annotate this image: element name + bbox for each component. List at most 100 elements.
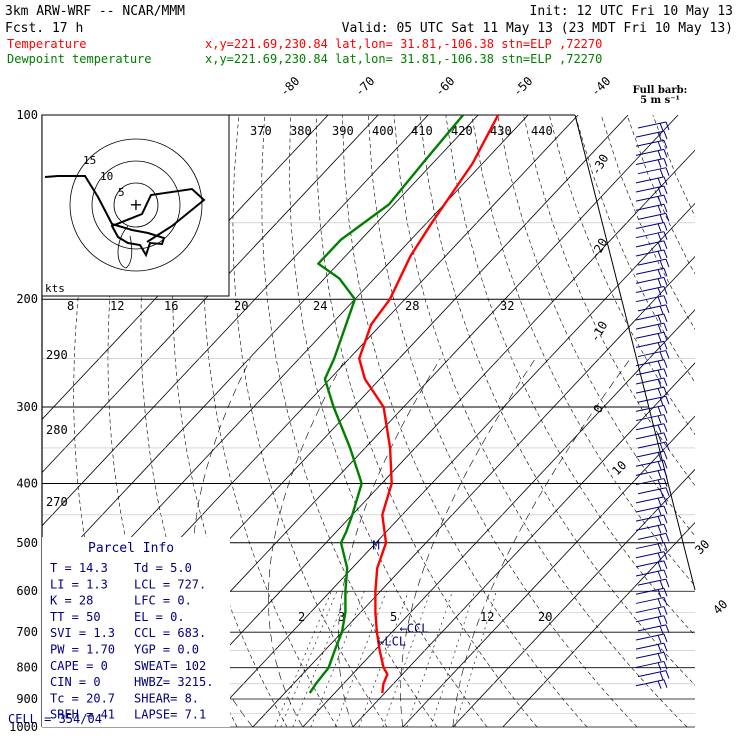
wind-barb [635, 514, 668, 525]
theta-label: 270 [46, 495, 68, 509]
hodograph-ring [113, 182, 159, 228]
full-barb-note: Full barb: [633, 85, 688, 96]
full-barb-units: 5 m s⁻¹ [640, 95, 680, 106]
wind-barb [635, 176, 668, 187]
plot-right-edge [574, 114, 696, 591]
pressure-tick-label: 800 [16, 661, 38, 675]
mixing-ratio-line [334, 591, 387, 727]
theta-label: 440 [531, 124, 553, 138]
isotherm [42, 115, 379, 474]
theta-label: 390 [332, 124, 354, 138]
hodograph-storm-motion [117, 225, 133, 269]
wind-barb [635, 569, 668, 580]
parcel-value-left: Tc = 20.7 [50, 691, 115, 705]
dewpoint-legend-label: Dewpoint temperature [7, 52, 152, 66]
pressure-tick-label: 1000 [9, 720, 38, 734]
wind-barb [637, 670, 670, 680]
hodograph-ring-label: 15 [83, 154, 96, 167]
wind-barb [635, 340, 668, 351]
parcel-value-left: T = 14.3 [50, 561, 108, 575]
isotherm [402, 415, 695, 727]
parcel-value-right: EL = 0. [134, 610, 185, 624]
wind-barb [635, 633, 668, 644]
pressure-tick-label: 200 [16, 292, 38, 306]
mixing-ratio-label: 5 [390, 610, 397, 624]
sounding-curves [308, 115, 500, 694]
wind-barb [637, 258, 670, 269]
hodograph-inset: 5 10 15 + kts [41, 114, 230, 297]
isotherm [352, 362, 695, 727]
dry-adiabat [523, 115, 695, 487]
parcel-value-left: PW = 1.70 [50, 643, 115, 657]
hodograph-ring [91, 160, 181, 250]
mixing-ratio-label: 12 [480, 610, 494, 624]
wind-barb [637, 395, 670, 406]
hodograph-ring-label: 10 [100, 170, 113, 183]
pressure-tick-label: 400 [16, 476, 38, 490]
dewpoint-curve [308, 115, 465, 694]
parcel-value-left: SVI = 1.3 [50, 626, 115, 640]
parcel-value-right: LCL = 727. [134, 577, 206, 591]
mixing-ratio-line [274, 591, 332, 727]
pressure-tick-label: 300 [16, 400, 38, 414]
wind-barb [635, 185, 668, 196]
parcel-value-left: SREH = 41 [50, 708, 115, 722]
parcel-cell: CELL = 354/04 [8, 712, 102, 726]
mixing-ratio-label: 3 [338, 610, 345, 624]
parcel-info-panel: Parcel Info T = 14.3 Td = 5.0 LI = 1.3 LCL … [8, 537, 230, 727]
wind-barb [635, 249, 668, 260]
temperature-legend-location: x,y=221.69,230.84 lat,lon= 31.81,-106.38… [205, 37, 602, 51]
hodograph-ring [69, 138, 203, 272]
wind-barb [635, 414, 668, 424]
theta-label: 280 [46, 423, 68, 437]
isotherm [42, 115, 479, 580]
moist-adiabat [268, 358, 346, 727]
isotherm [42, 115, 429, 527]
isotherm [302, 309, 695, 727]
wind-barb [635, 450, 668, 461]
theta-label: 430 [490, 124, 512, 138]
forecast-hour: Fcst. 17 h [5, 21, 83, 36]
isotherm [502, 521, 695, 727]
wind-barb [635, 505, 668, 516]
wind-barb [635, 496, 668, 507]
theta-label: 290 [46, 348, 68, 362]
wind-barb [637, 578, 670, 589]
dry-adiabat [288, 115, 488, 727]
dry-adiabat [232, 115, 388, 727]
wind-barb [635, 423, 668, 433]
wind-barb [635, 130, 668, 141]
valid-time: Valid: 05 UTC Sat 11 May 13 (23 MDT Fri … [342, 21, 733, 36]
parcel-value-right: Td = 5.0 [134, 561, 192, 575]
parcel-value-right: LFC = 0. [134, 594, 192, 608]
hodograph-center-plus-icon: + [129, 195, 142, 214]
isotherm-label: 10 [609, 458, 629, 478]
theta-label: 380 [290, 124, 312, 138]
mixing-ratio-lines [274, 591, 497, 727]
mixing-ratio-label: 2 [298, 610, 305, 624]
mixing-ratio-label: 8 [67, 299, 74, 313]
wind-barb [635, 222, 668, 232]
parcel-value-left: CIN = 0 [50, 675, 101, 689]
wind-barb [637, 532, 670, 543]
isotherm-label: 40 [710, 597, 730, 617]
level-marker: ←LCL [377, 635, 406, 649]
wind-barb [635, 231, 668, 241]
wind-barb [635, 651, 668, 662]
wind-barb [637, 441, 670, 452]
parcel-value-right: SWEAT= 102 [134, 659, 206, 673]
wind-barb [635, 478, 668, 488]
isotherm [202, 202, 695, 727]
wind-barb [635, 139, 668, 150]
pressure-tick-label: 600 [16, 584, 38, 598]
theta-label: 420 [451, 124, 473, 138]
wind-barb [635, 606, 668, 616]
isotherm-label: -30 [588, 152, 611, 178]
mixing-ratio-label: 16 [164, 299, 178, 313]
dry-adiabat [471, 115, 695, 587]
wind-barb [635, 148, 668, 159]
mixing-ratio-label: 28 [405, 299, 419, 313]
dry-adiabat [419, 115, 695, 686]
parcel-value-left: CAPE = 0 [50, 659, 108, 673]
